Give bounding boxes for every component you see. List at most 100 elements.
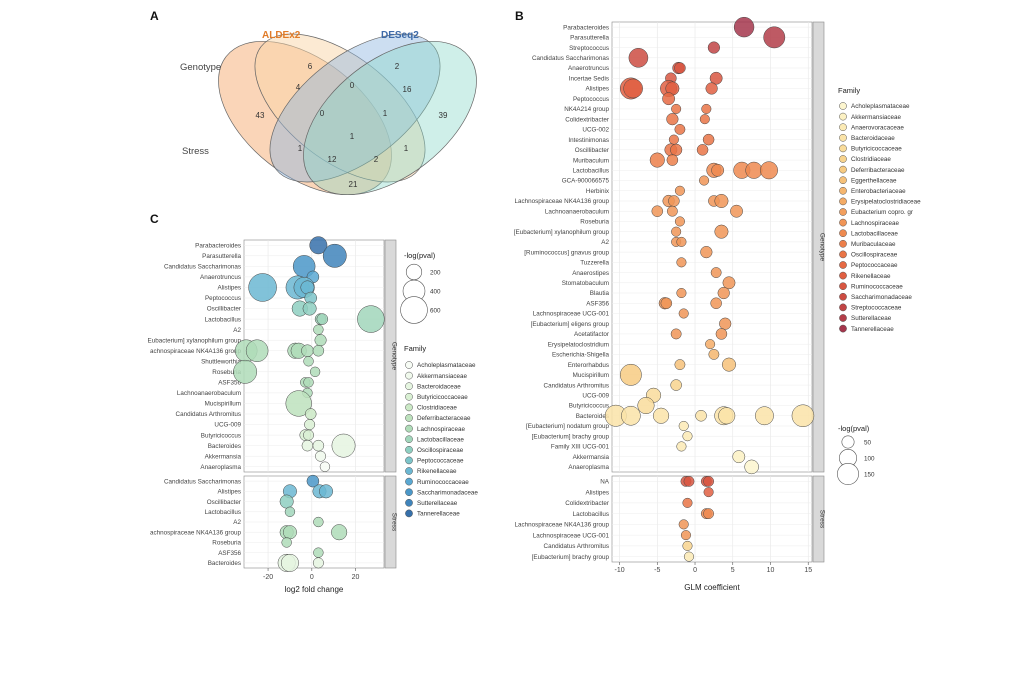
x-tick-label: -5 <box>654 567 660 574</box>
y-tick-label-alistipes: Alistipes <box>586 489 609 496</box>
y-tick-label-asf356: ASF356 <box>218 380 241 387</box>
y-tick-label-mucispirillum: Mucispirillum <box>205 401 241 408</box>
legend-swatch-rikenellaceae <box>839 271 847 280</box>
legend-size-label-400: 400 <box>430 289 441 296</box>
y-tick-label-candidatus-saccharimonas: Candidatus Saccharimonas <box>164 478 241 485</box>
y-tick-label-lactobacillus: Lactobacillus <box>573 511 609 518</box>
point-shuttleworthia <box>303 356 314 367</box>
y-tick-label-asf356: ASF356 <box>586 300 609 307</box>
point-eubacterium-xylanophilum-group <box>714 224 729 239</box>
point-anaerotruncus <box>674 62 686 74</box>
x-tick-label: 10 <box>767 567 775 574</box>
facet-strip-label-genotype: Genotype <box>391 342 398 371</box>
point-bacteroides <box>621 405 641 426</box>
panel-b-facet-genotype <box>611 21 813 473</box>
y-tick-label-ucg-009: UCG-009 <box>214 422 241 429</box>
legend-label-enterobacteriaceae: Enterobacteriaceae <box>851 188 906 195</box>
legend-swatch-butyricicoccaceae <box>405 392 413 401</box>
y-tick-label-akkermansia: Akkermansia <box>573 454 610 461</box>
panel-label-a: A <box>150 9 159 23</box>
y-tick-label-akkermansia: Akkermansia <box>205 453 242 460</box>
point-alistipes <box>248 273 277 302</box>
point-colidextribacter <box>699 114 710 125</box>
x-axis-title: GLM coefficient <box>684 583 740 592</box>
legend-swatch-akkermansiaceae <box>839 112 847 121</box>
point-eubacterium-brachy-group <box>682 431 693 442</box>
point-muribaculum <box>649 152 665 168</box>
point-herbinix <box>674 185 685 196</box>
y-tick-label-achnospiraceae-nk4a136-group: achnospiraceae NK4A136 group <box>150 529 242 536</box>
y-tick-label-candidatus-saccharimonas: Candidatus Saccharimonas <box>532 55 609 62</box>
point-candidatus-arthromitus <box>670 379 682 391</box>
legend-swatch-clostridiaceae <box>405 403 413 412</box>
y-tick-label-peptococcus: Peptococcus <box>573 96 609 103</box>
y-tick-label-blautia: Blautia <box>590 290 610 297</box>
point-candidatus-arthromitus <box>682 540 693 551</box>
y-tick-label-a2: A2 <box>233 519 241 526</box>
legend-swatch-peptococcaceae <box>839 261 847 269</box>
legend-swatch-peptococcaceae <box>405 456 413 465</box>
point-candidatus-saccharimonas <box>306 474 320 488</box>
y-tick-label-roseburia: Roseburia <box>580 219 609 226</box>
point-oscillibacter <box>696 144 709 156</box>
point-erysipelatoclostridium <box>705 339 716 350</box>
point-a2 <box>676 236 687 247</box>
point-mucispirillum <box>619 363 642 386</box>
y-tick-label-parabacteroides: Parabacteroides <box>195 242 241 249</box>
legend-label-akkermansiaceae: Akkermansiaceae <box>417 373 468 380</box>
legend-size-title: -log(pval) <box>404 251 436 260</box>
y-tick-label-peptococcus: Peptococcus <box>205 295 241 302</box>
point-oscillibacter <box>302 301 317 316</box>
x-tick-label: 15 <box>804 567 812 574</box>
y-tick-label-ruminococcus-gnavus-group: [Ruminococcus] gnavus group <box>524 249 609 256</box>
point-lactobacillus <box>760 161 778 180</box>
legend-swatch-oscillospiraceae <box>405 445 413 454</box>
venn-ellipse-deseq2 <box>269 33 441 183</box>
venn-count-aldex2-genotype: 4 <box>296 83 301 92</box>
legend-label-ruminococcaceae: Ruminococcaceae <box>851 283 903 290</box>
y-tick-label-lachnospiraceae-nk4a136-group: Lachnospiraceae NK4A136 group <box>514 522 609 529</box>
legend-swatch-acholeplasmataceae <box>405 361 413 369</box>
point-anaeroplasma <box>319 461 331 472</box>
point-incertae-sedis <box>709 71 723 85</box>
legend-label-bacteroidaceae: Bacteroidaceae <box>851 135 895 142</box>
y-tick-label-na: NA <box>600 479 610 486</box>
point-alistipes <box>319 484 334 499</box>
y-tick-label-anaerotruncus: Anaerotruncus <box>200 274 241 281</box>
facet-strip-label-stress: Stress <box>819 510 826 529</box>
legend-label-lactobacillaceae: Lactobacillaceae <box>417 436 464 443</box>
point-nk4a214-group <box>701 103 712 114</box>
point-bacteroides <box>695 410 707 422</box>
point-bacteroides <box>331 433 356 458</box>
legend-label-acholeplasmataceae: Acholeplasmataceae <box>417 362 476 369</box>
point-enterorhabdus <box>721 357 736 372</box>
y-tick-label-herbinix: Herbinix <box>586 188 610 195</box>
legend-label-acholeplasmataceae: Acholeplasmataceae <box>851 103 910 110</box>
point-lachnoanaerobaculum <box>651 205 664 217</box>
legend-label-rikenellaceae: Rikenellaceae <box>851 273 891 280</box>
point-bacteroides <box>791 404 815 427</box>
legend-label-tannerellaceae: Tannerellaceae <box>851 326 894 333</box>
point-akkermansia <box>732 450 746 464</box>
y-tick-label-bacteroides: Bacteroides <box>208 443 241 450</box>
y-tick-label-oscillibacter: Oscillibacter <box>575 147 609 154</box>
legend-label-peptococcaceae: Peptococcaceae <box>851 262 898 269</box>
legend-label-saccharimonadaceae: Saccharimonadaceae <box>851 294 912 301</box>
point-acetatifactor <box>715 328 728 340</box>
facet-strip-genotype <box>812 21 825 473</box>
venn-label-aldex2: ALDEx2 <box>262 30 301 41</box>
point-escherichia-shigella <box>708 348 720 360</box>
point-bacteroides <box>312 557 324 569</box>
point-intestinimonas <box>668 134 679 145</box>
point-eubacterium-nodatum-group <box>678 420 689 431</box>
y-tick-label-anaerotruncus: Anaerotruncus <box>568 65 609 72</box>
point-asf356 <box>710 297 722 309</box>
point-oscillibacter <box>670 143 683 156</box>
point-lactobacillus <box>703 508 714 520</box>
y-tick-label-tuzzerella: Tuzzerella <box>580 260 609 267</box>
legend-swatch-saccharimonadaceae <box>839 292 847 301</box>
legend-swatch-lactobacillaceae <box>405 435 413 444</box>
legend-label-deferribacteraceae: Deferribacteraceae <box>851 167 905 174</box>
legend-swatch-bacteroidaceae <box>405 382 413 391</box>
legend-swatch-eubacterium-copro-gr <box>839 208 847 216</box>
